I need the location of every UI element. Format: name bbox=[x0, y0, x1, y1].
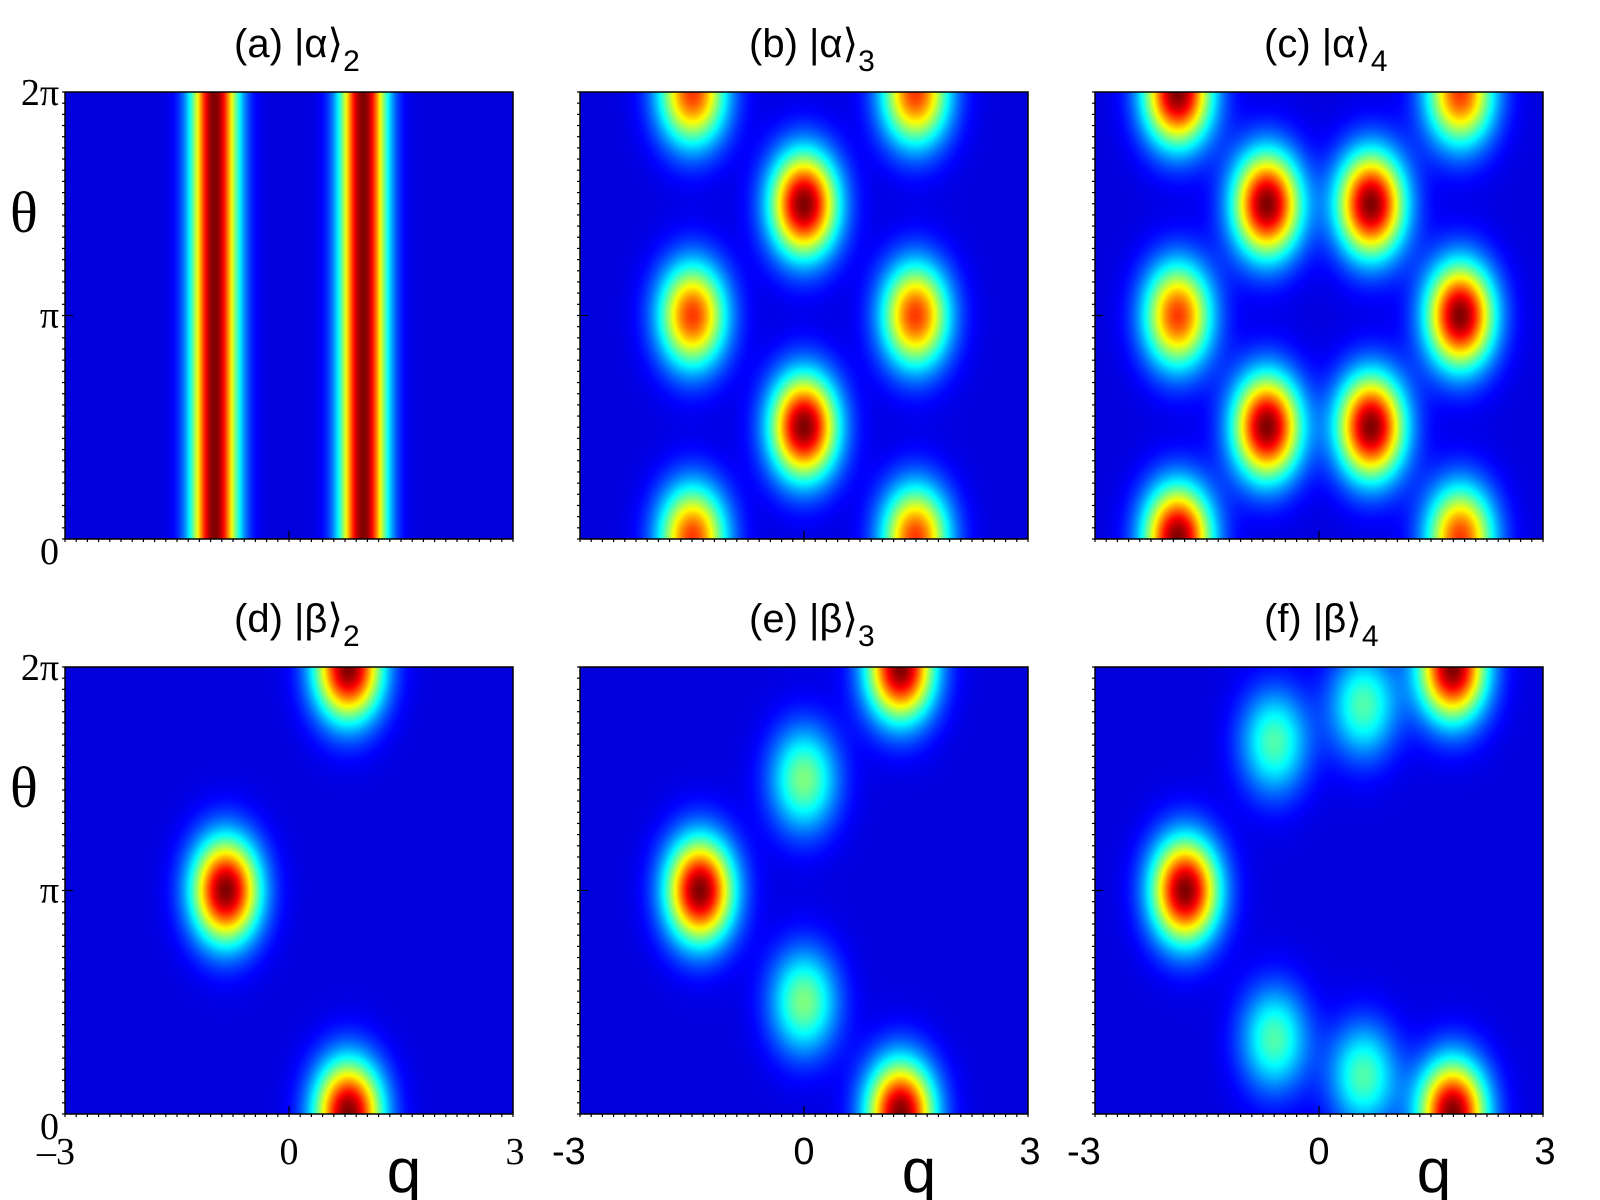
y-tick-label: π bbox=[40, 870, 59, 912]
heatmap bbox=[65, 92, 513, 539]
panel-a: (a) |α⟩2 0 π 2π θ bbox=[10, 22, 514, 573]
heatmap bbox=[1095, 92, 1543, 539]
panel-title-subscript: 3 bbox=[858, 45, 875, 78]
y-axis-label: θ bbox=[10, 180, 38, 245]
y-tick-label: 2π bbox=[21, 72, 59, 114]
y-tick-label: 2π bbox=[21, 647, 59, 689]
y-tick-label: π bbox=[40, 295, 59, 337]
x-tick-label: 0 bbox=[280, 1131, 299, 1173]
panel-title-subscript: 4 bbox=[1362, 620, 1379, 653]
panel-c: (c) |α⟩4 bbox=[1092, 22, 1544, 542]
panel-title: (f) |β⟩4 bbox=[1264, 597, 1379, 653]
y-axis-label: θ bbox=[10, 755, 38, 820]
x-axis-label: q bbox=[387, 1137, 421, 1200]
x-axis-label: q bbox=[902, 1137, 936, 1200]
heatmap bbox=[580, 92, 1028, 539]
x-tick-label: 3 bbox=[1019, 1131, 1040, 1173]
panel-f: (f) |β⟩4 -3 0 3 q bbox=[1067, 597, 1556, 1200]
heatmap bbox=[65, 667, 513, 1114]
x-tick-label: –3 bbox=[36, 1131, 75, 1173]
x-tick-label: 3 bbox=[506, 1131, 525, 1173]
y-tick-label: 0 bbox=[40, 531, 59, 573]
panel-title: (c) |α⟩4 bbox=[1264, 22, 1388, 78]
panel-title-subscript: 2 bbox=[343, 45, 360, 78]
panel-title: (a) |α⟩2 bbox=[234, 22, 360, 78]
panel-title: (e) |β⟩3 bbox=[749, 597, 875, 653]
panel-b: (b) |α⟩3 bbox=[577, 22, 1029, 542]
heatmap bbox=[580, 667, 1028, 1114]
panel-title-subscript: 2 bbox=[343, 620, 360, 653]
panel-title-subscript: 3 bbox=[858, 620, 875, 653]
x-tick-label: 0 bbox=[1308, 1131, 1329, 1173]
x-tick-label: -3 bbox=[1067, 1131, 1101, 1173]
heatmap bbox=[1095, 667, 1543, 1114]
x-axis-label: q bbox=[1417, 1137, 1451, 1200]
panel-title-subscript: 4 bbox=[1371, 45, 1388, 78]
panel-title: (b) |α⟩3 bbox=[749, 22, 875, 78]
y-tick-label: 0 bbox=[40, 1106, 59, 1148]
panel-e: (e) |β⟩3 -3 0 3 q bbox=[552, 597, 1041, 1200]
panel-title: (d) |β⟩2 bbox=[234, 597, 360, 653]
x-tick-label: 0 bbox=[793, 1131, 814, 1173]
x-tick-label: 3 bbox=[1534, 1131, 1555, 1173]
x-tick-label: -3 bbox=[552, 1131, 586, 1173]
